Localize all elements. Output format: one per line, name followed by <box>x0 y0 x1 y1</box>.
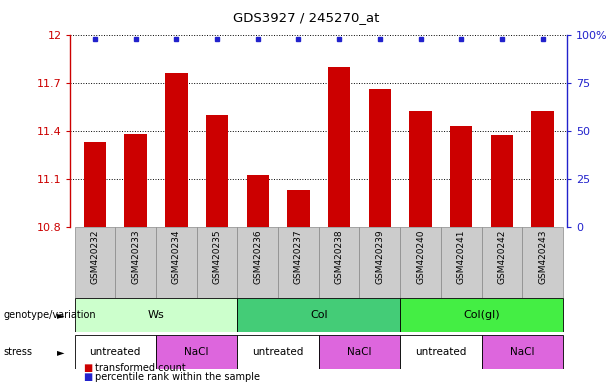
Text: GDS3927 / 245270_at: GDS3927 / 245270_at <box>234 12 379 25</box>
Bar <box>409 111 432 227</box>
Text: Col: Col <box>310 310 327 320</box>
Text: transformed count: transformed count <box>95 363 186 373</box>
Bar <box>400 335 482 369</box>
Bar <box>531 111 554 227</box>
Text: GSM420240: GSM420240 <box>416 229 425 284</box>
Bar <box>75 298 237 332</box>
Text: GSM420236: GSM420236 <box>253 229 262 284</box>
Text: GSM420238: GSM420238 <box>335 229 344 284</box>
Text: ►: ► <box>57 310 64 320</box>
Text: ■: ■ <box>83 363 92 373</box>
Text: Col(gl): Col(gl) <box>463 310 500 320</box>
Bar <box>319 335 400 369</box>
Bar <box>522 227 563 298</box>
Bar <box>400 227 441 298</box>
Bar <box>237 298 400 332</box>
Bar <box>75 227 115 298</box>
Text: ►: ► <box>57 347 64 357</box>
Bar <box>206 114 228 227</box>
Text: NaCl: NaCl <box>347 347 371 357</box>
Bar <box>278 227 319 298</box>
Text: Ws: Ws <box>148 310 164 320</box>
Text: percentile rank within the sample: percentile rank within the sample <box>95 372 260 382</box>
Bar <box>482 335 563 369</box>
Text: GSM420233: GSM420233 <box>131 229 140 284</box>
Bar <box>197 227 237 298</box>
Text: untreated: untreated <box>89 347 141 357</box>
Bar <box>75 335 156 369</box>
Text: NaCl: NaCl <box>185 347 209 357</box>
Bar <box>246 175 269 227</box>
Text: GSM420239: GSM420239 <box>375 229 384 284</box>
Text: genotype/variation: genotype/variation <box>3 310 96 320</box>
Bar <box>491 135 513 227</box>
Text: NaCl: NaCl <box>510 347 535 357</box>
Text: untreated: untreated <box>415 347 466 357</box>
Text: GSM420235: GSM420235 <box>213 229 221 284</box>
Bar <box>287 190 310 227</box>
Bar <box>84 142 106 227</box>
Bar <box>124 134 147 227</box>
Text: GSM420234: GSM420234 <box>172 229 181 284</box>
Bar <box>359 227 400 298</box>
Bar <box>237 335 319 369</box>
Bar <box>482 227 522 298</box>
Bar <box>156 335 237 369</box>
Text: GSM420243: GSM420243 <box>538 229 547 284</box>
Bar <box>450 126 473 227</box>
Bar <box>328 66 350 227</box>
Text: GSM420232: GSM420232 <box>90 229 99 284</box>
Text: untreated: untreated <box>253 347 304 357</box>
Bar <box>368 89 391 227</box>
Text: GSM420241: GSM420241 <box>457 229 466 284</box>
Bar <box>319 227 359 298</box>
Text: GSM420242: GSM420242 <box>497 229 506 284</box>
Text: ■: ■ <box>83 372 92 382</box>
Bar <box>400 298 563 332</box>
Text: stress: stress <box>3 347 32 357</box>
Bar <box>237 227 278 298</box>
Bar <box>441 227 482 298</box>
Bar <box>115 227 156 298</box>
Bar <box>165 73 188 227</box>
Bar <box>156 227 197 298</box>
Text: GSM420237: GSM420237 <box>294 229 303 284</box>
